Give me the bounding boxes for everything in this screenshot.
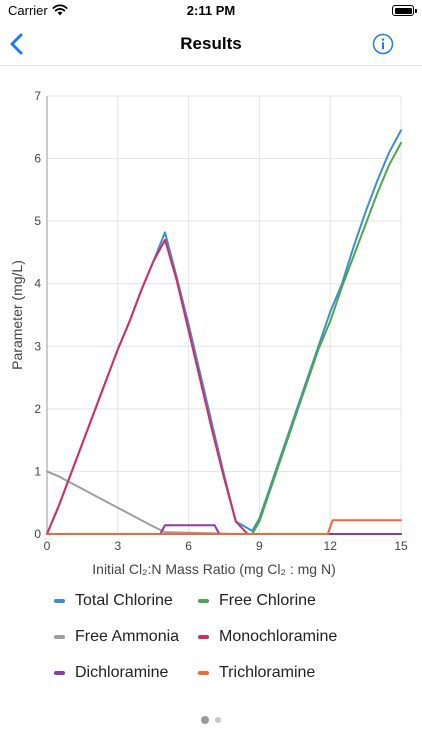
series-line-trichloramine [46,519,402,535]
page-dot-1[interactable] [201,716,209,724]
legend-label: Free Ammonia [75,628,180,645]
x-tick-label: 6 [185,539,192,553]
legend-item-free-chlorine[interactable]: Free Chlorine [198,590,316,612]
battery-icon [392,5,417,16]
x-tick-label: 0 [44,539,51,553]
y-tick-label: 4 [34,277,41,291]
legend-label: Dichloramine [75,664,169,681]
legend-item-dichloramine[interactable]: Dichloramine [54,662,168,684]
x-tick-label: 12 [324,539,338,553]
y-tick-label: 0 [34,527,41,541]
x-tick-label: 9 [256,539,263,553]
legend-swatch [198,671,209,675]
series-line-total-chlorine [46,129,402,535]
y-tick-label: 2 [34,402,41,416]
y-tick-label: 7 [34,89,41,103]
legend-swatch [54,635,65,639]
page-title: Results [180,34,242,53]
legend-label: Total Chlorine [75,592,173,609]
series-line-dichloramine [46,524,402,535]
status-bar: Carrier 2:11 PM [0,0,422,22]
legend-label: Free Chlorine [219,592,316,609]
carrier-label: Carrier [8,3,48,18]
legend-item-trichloramine[interactable]: Trichloramine [198,662,315,684]
y-tick-label: 6 [34,152,41,166]
legend-item-monochloramine[interactable]: Monochloramine [198,626,337,648]
y-tick-label: 1 [34,464,41,478]
chevron-left-icon [10,33,23,55]
series-line-free-chlorine [46,141,402,535]
legend-swatch [198,635,209,639]
y-axis-title: Parameter (mg/L) [9,260,25,370]
back-button[interactable] [4,28,34,60]
navigation-bar: Results [0,22,422,66]
legend-swatch [54,671,65,675]
x-tick-label: 15 [394,539,408,553]
page-dot-2[interactable] [215,717,221,723]
legend-label: Monochloramine [219,628,338,645]
legend-item-free-ammonia[interactable]: Free Ammonia [54,626,179,648]
x-axis-title: Initial Cl₂:N Mass Ratio (mg Cl₂ : mg N) [92,561,335,577]
legend-swatch [198,599,209,603]
wifi-icon [52,4,68,16]
y-tick-label: 3 [34,339,41,353]
page-indicator [0,716,422,724]
legend-label: Trichloramine [219,664,316,681]
info-circle-icon [372,33,394,55]
legend-item-total-chlorine[interactable]: Total Chlorine [54,590,173,612]
status-time: 2:11 PM [186,3,236,18]
legend-swatch [54,599,65,603]
results-chart: 0 3 6 9 12 15 0 1 2 3 4 5 6 7 Initial Cl₂:N Mass Ratio… [0,66,422,586]
info-button[interactable] [372,33,394,55]
series-line-monochloramine [46,238,402,535]
x-tick-label: 3 [114,539,121,553]
y-tick-label: 5 [34,214,41,228]
